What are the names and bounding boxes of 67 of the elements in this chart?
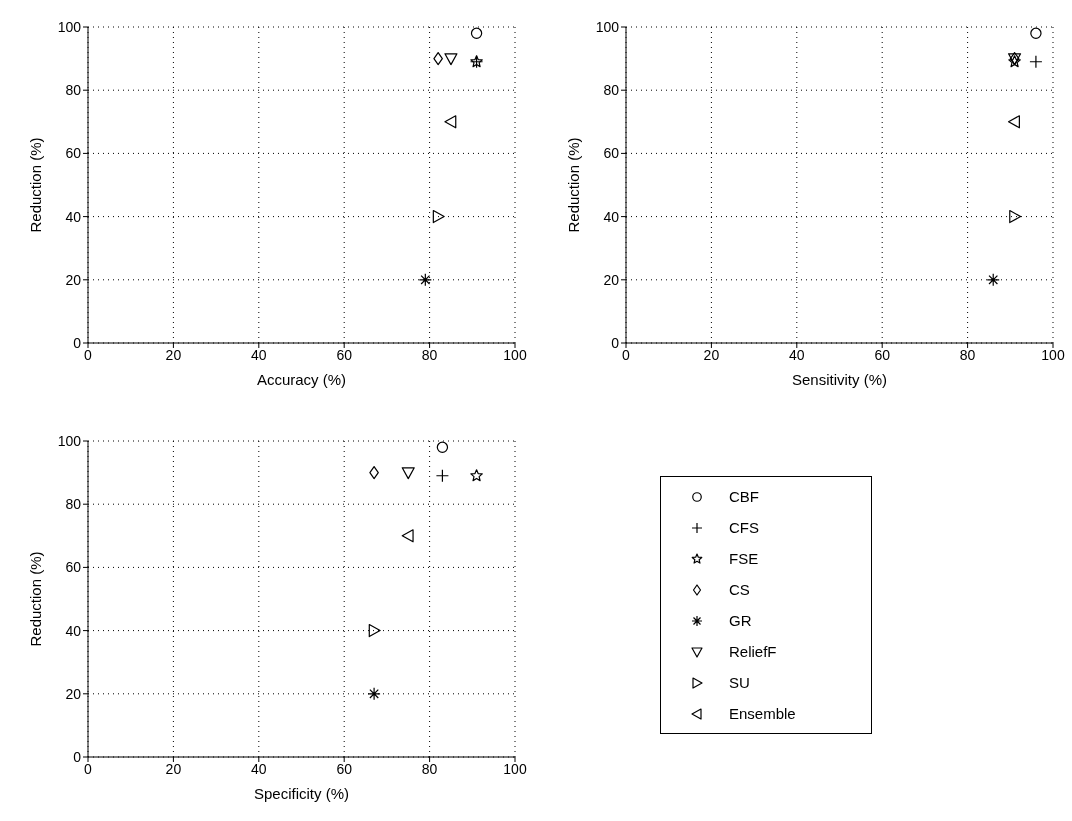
point bbox=[401, 467, 415, 480]
y-tick-label: 80 bbox=[65, 496, 82, 513]
point bbox=[986, 273, 1000, 287]
point bbox=[470, 27, 483, 40]
point bbox=[1007, 115, 1020, 129]
point bbox=[1009, 210, 1022, 224]
point bbox=[470, 469, 483, 482]
y-tick-label: 20 bbox=[65, 685, 82, 702]
x-tick-label: 40 bbox=[251, 760, 267, 777]
x-tick-label: 40 bbox=[251, 346, 267, 363]
x-axis-title: Sensitivity (%) bbox=[791, 371, 888, 388]
y-tick-label: 20 bbox=[65, 271, 82, 288]
x-tick-label: 100 bbox=[1041, 346, 1065, 363]
y-tick-label: 0 bbox=[73, 334, 82, 351]
point bbox=[367, 687, 381, 701]
x-axis-title: Specificity (%) bbox=[253, 785, 350, 802]
point bbox=[401, 529, 414, 543]
legend-label: CS bbox=[729, 581, 750, 598]
y-tick-label: 100 bbox=[57, 432, 82, 449]
x-tick-label: 100 bbox=[503, 346, 527, 363]
legend-label: FSE bbox=[729, 550, 759, 567]
y-tick-label: 40 bbox=[65, 622, 82, 639]
y-axis-title: Reduction (%) bbox=[27, 551, 45, 647]
point bbox=[444, 53, 458, 66]
x-tick-label: 80 bbox=[421, 760, 438, 777]
y-tick-label: 80 bbox=[65, 82, 82, 99]
point bbox=[368, 624, 381, 638]
x-tick-label: 20 bbox=[703, 346, 720, 363]
y-tick-label: 60 bbox=[603, 145, 620, 162]
y-tick-label: 80 bbox=[603, 82, 620, 99]
x-tick-label: 80 bbox=[959, 346, 976, 363]
x-tick-label: 20 bbox=[165, 760, 182, 777]
legend-label: CFS bbox=[729, 519, 759, 536]
x-tick-label: 60 bbox=[336, 346, 353, 363]
x-tick-label: 100 bbox=[503, 760, 527, 777]
y-tick-label: 60 bbox=[65, 145, 82, 162]
y-axis-title: Reduction (%) bbox=[565, 137, 583, 233]
x-tick-label: 0 bbox=[84, 346, 93, 363]
point bbox=[432, 210, 445, 224]
x-tick-label: 40 bbox=[789, 346, 805, 363]
y-tick-label: 20 bbox=[603, 271, 620, 288]
y-tick-label: 100 bbox=[595, 18, 620, 35]
x-tick-label: 0 bbox=[84, 760, 93, 777]
x-axis-title: Accuracy (%) bbox=[256, 371, 347, 388]
y-tick-label: 100 bbox=[57, 18, 82, 35]
point bbox=[1030, 27, 1042, 40]
x-tick-label: 80 bbox=[421, 346, 438, 363]
point bbox=[418, 273, 432, 287]
point bbox=[433, 52, 443, 66]
legend-label: GR bbox=[729, 612, 752, 629]
y-tick-label: 40 bbox=[65, 208, 82, 225]
x-tick-label: 60 bbox=[336, 760, 353, 777]
point bbox=[436, 441, 449, 454]
x-tick-label: 0 bbox=[622, 346, 631, 363]
point bbox=[444, 115, 457, 129]
legend-label: ReliefF bbox=[729, 643, 777, 660]
legend-label: SU bbox=[729, 674, 750, 691]
y-tick-label: 0 bbox=[611, 334, 620, 351]
legend-label: CBF bbox=[729, 488, 759, 505]
y-axis-title: Reduction (%) bbox=[27, 137, 45, 233]
x-tick-label: 20 bbox=[165, 346, 182, 363]
y-tick-label: 60 bbox=[65, 559, 82, 576]
x-tick-label: 60 bbox=[874, 346, 891, 363]
y-tick-label: 0 bbox=[73, 748, 82, 765]
legend-label: Ensemble bbox=[729, 705, 796, 722]
y-tick-label: 40 bbox=[603, 208, 620, 225]
point bbox=[369, 466, 379, 480]
